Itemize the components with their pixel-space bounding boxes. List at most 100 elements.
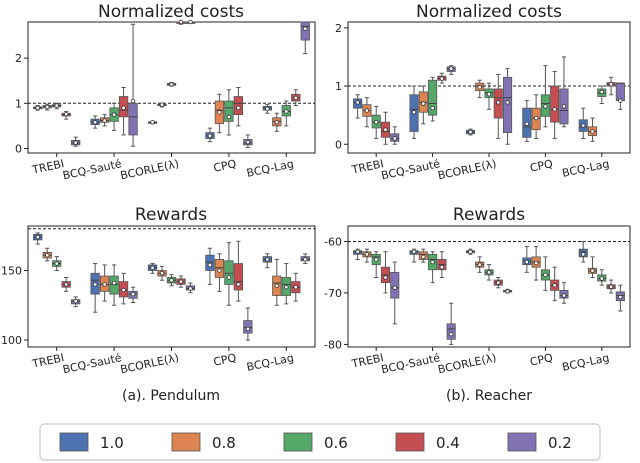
box-mean-marker [35, 105, 40, 111]
box [233, 263, 244, 291]
category-label: BCQ-Sauté [380, 157, 441, 182]
box-mean-marker [236, 105, 241, 111]
legend-swatch [395, 432, 425, 452]
legend-label: 0.8 [212, 434, 236, 452]
box-mean-marker [421, 254, 426, 260]
box-mean-marker [552, 283, 557, 288]
box-mean-marker [383, 275, 388, 280]
box-mean-marker [274, 283, 280, 289]
box-mean-marker [374, 119, 379, 125]
box-mean-marker [303, 257, 308, 262]
legend-swatch [507, 432, 537, 452]
box-mean-marker [524, 121, 530, 127]
box-mean-marker [207, 133, 213, 139]
y-tick-label: 1 [335, 80, 342, 93]
box-mean-marker [121, 287, 126, 293]
box-mean-marker [383, 127, 388, 132]
box-mean-marker [178, 279, 184, 284]
y-tick-label: 2 [335, 22, 342, 35]
box-mean-marker [533, 115, 539, 121]
category-label: CPQ [212, 157, 238, 175]
box-mean-marker [543, 272, 548, 278]
box-mean-marker [130, 98, 136, 104]
legend-swatch [171, 432, 201, 452]
box-mean-marker [355, 100, 360, 105]
y-tick-label: 100 [1, 334, 22, 347]
box-mean-marker [468, 249, 473, 254]
legend-label: 0.2 [548, 434, 572, 452]
category-label: CPQ [529, 157, 555, 175]
y-tick-label: 0 [335, 138, 342, 151]
box-mean-marker [448, 331, 454, 337]
category-label: BCQ-Lag [245, 351, 294, 374]
box-mean-marker [561, 293, 567, 298]
box-mean-marker [468, 129, 473, 135]
box-mean-marker [169, 82, 174, 87]
box-mean-marker [421, 101, 426, 106]
box-mean-marker [45, 253, 50, 258]
plot-frame-bottom-left [27, 225, 316, 348]
box-mean-marker [73, 140, 78, 145]
panel-title-bottom-right: Rewards [453, 205, 525, 225]
category-label: TREBI [30, 157, 65, 177]
box-mean-marker [533, 260, 539, 266]
box-mean-marker [618, 98, 623, 103]
box-mean-marker [102, 118, 107, 123]
box-mean-marker [284, 109, 289, 114]
box-mean-marker [411, 249, 417, 254]
box-mean-marker [217, 268, 222, 273]
box-mean-marker [608, 284, 614, 289]
y-tick-label: 0 [15, 142, 22, 155]
box-mean-marker [439, 264, 445, 270]
box-mean-marker [245, 139, 251, 145]
box [503, 76, 513, 134]
box-mean-marker [92, 120, 98, 125]
box-mean-marker [130, 291, 136, 297]
box-mean-marker [150, 120, 155, 125]
box-mean-marker [543, 104, 548, 109]
box-mean-marker [293, 284, 298, 290]
box-mean-marker [45, 104, 50, 110]
box-mean-marker [159, 102, 165, 107]
box-mean-marker [121, 105, 126, 111]
box-mean-marker [364, 252, 370, 257]
box-mean-marker [599, 89, 604, 95]
box-mean-marker [590, 129, 595, 134]
box-mean-marker [618, 294, 623, 300]
y-tick-label: -80 [324, 338, 342, 351]
y-tick-label: -70 [324, 287, 342, 300]
box-mean-marker [411, 110, 417, 115]
box-mean-marker [355, 249, 360, 254]
box-mean-marker [505, 100, 510, 105]
category-label: BCORLE(λ) [437, 351, 498, 376]
category-label: BCQ-Lag [245, 157, 294, 180]
y-tick-label: -60 [324, 235, 342, 248]
panel-title-top-left: Normalized costs [98, 2, 244, 22]
box-mean-marker [608, 82, 614, 87]
panel-title-bottom-left: Rewards [135, 205, 207, 225]
box-mean-marker [265, 257, 270, 262]
category-label: TREBI [350, 157, 385, 177]
box-mean-marker [448, 66, 454, 71]
box-mean-marker [178, 19, 184, 25]
box-mean-marker [35, 234, 40, 240]
box-mean-marker [552, 107, 557, 112]
box-mean-marker [430, 259, 435, 265]
category-label: BCORLE(λ) [119, 157, 180, 182]
box-mean-marker [364, 108, 370, 113]
box-mean-marker [486, 91, 492, 97]
box-mean-marker [73, 298, 78, 304]
box-mean-marker [150, 265, 155, 270]
box-mean-marker [439, 76, 445, 81]
box-mean-marker [505, 289, 510, 294]
y-tick-label: 2 [15, 52, 22, 65]
box-mean-marker [245, 326, 251, 332]
box [615, 82, 625, 101]
box-mean-marker [486, 270, 492, 275]
y-tick-label: 1 [15, 97, 22, 110]
category-label: CPQ [529, 351, 555, 369]
